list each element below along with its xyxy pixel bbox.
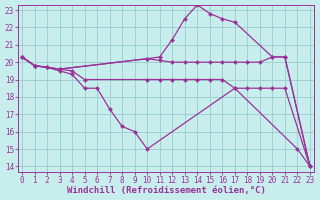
X-axis label: Windchill (Refroidissement éolien,°C): Windchill (Refroidissement éolien,°C)	[67, 186, 265, 195]
